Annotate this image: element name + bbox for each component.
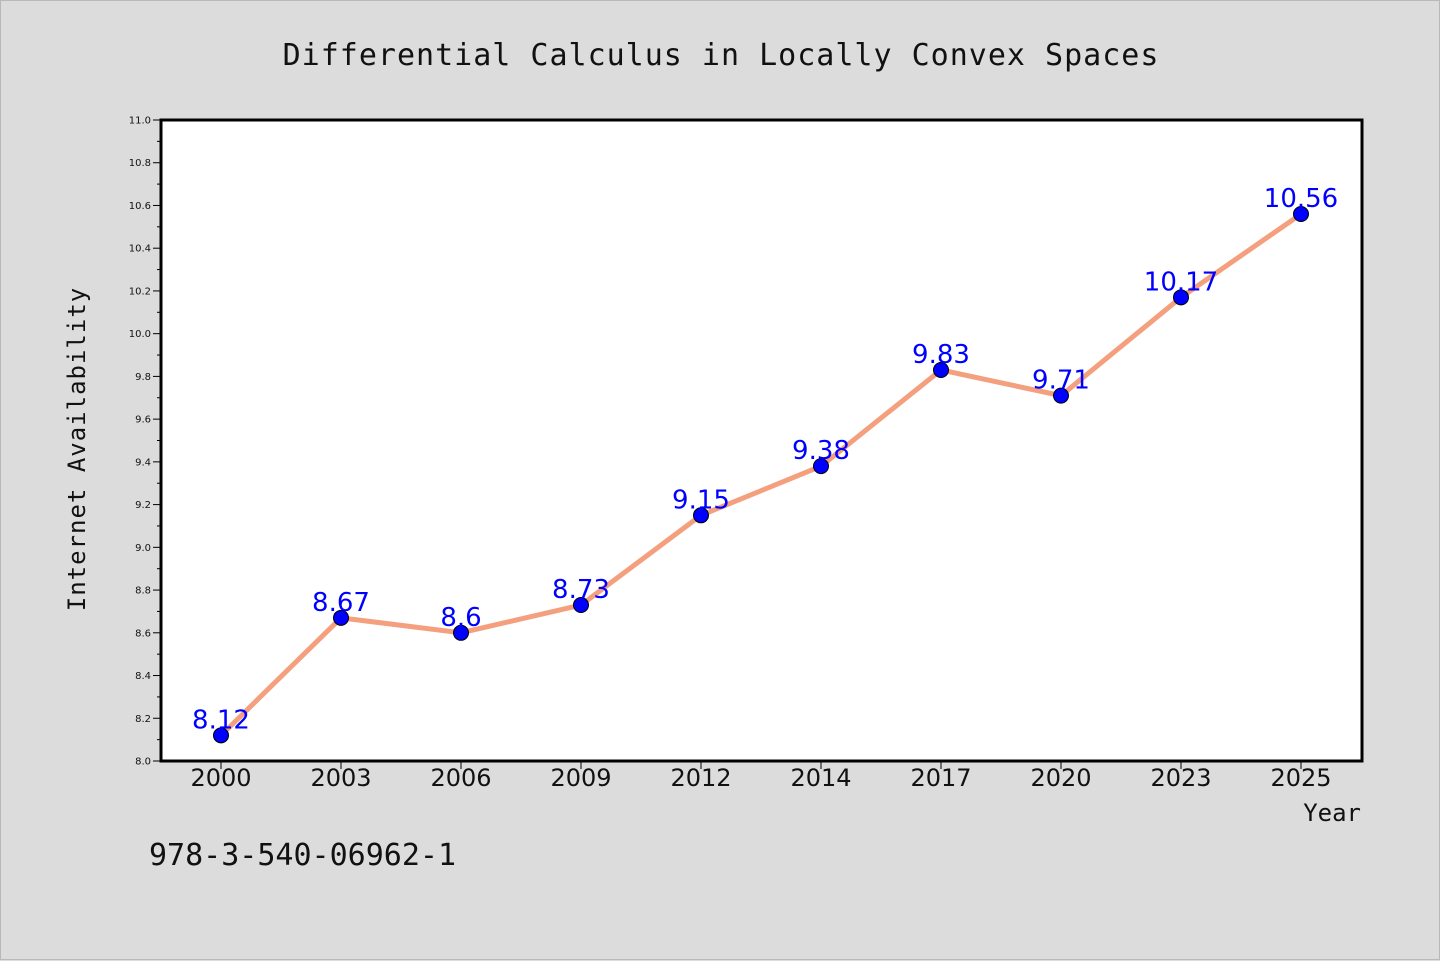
- y-tick-label: 8.0: [135, 757, 151, 768]
- series-line: [218, 211, 1304, 738]
- x-tick-label: 2014: [790, 764, 851, 792]
- y-tick-label: 10.2: [129, 286, 151, 297]
- data-label: 8.12: [192, 705, 250, 735]
- data-point: [693, 507, 709, 524]
- data-point: [333, 609, 349, 626]
- data-point: [813, 458, 829, 475]
- y-tick-label: 9.2: [135, 500, 151, 511]
- data-label: 10.56: [1264, 184, 1338, 214]
- y-tick-label: 9.8: [135, 372, 151, 383]
- data-label: 9.38: [792, 436, 850, 466]
- y-tick-label: 8.8: [135, 586, 151, 597]
- data-label: 8.67: [312, 588, 370, 618]
- data-point: [213, 727, 229, 744]
- x-tick-label: 2017: [910, 764, 971, 792]
- plot-frame: [159, 118, 1364, 763]
- data-label: 8.6: [440, 603, 481, 633]
- x-tick-label: 2006: [430, 764, 491, 792]
- data-label: 9.83: [912, 340, 970, 370]
- x-tick-label: 2025: [1270, 764, 1331, 792]
- x-tick-label: 2020: [1030, 764, 1091, 792]
- y-tick-label: 10.0: [129, 329, 151, 340]
- data-label: 8.73: [552, 575, 610, 605]
- y-tick-label: 8.6: [135, 628, 151, 639]
- y-tick-label: 10.8: [129, 158, 151, 169]
- series-line-group: [218, 211, 1304, 738]
- y-tick-label: 9.4: [135, 457, 151, 468]
- y-tick-label: 9.0: [135, 543, 151, 554]
- x-tick-label: 2003: [310, 764, 371, 792]
- plot-area: [161, 120, 1362, 761]
- data-point: [933, 361, 949, 378]
- isbn-annotation: 978-3-540-06962-1: [149, 838, 456, 873]
- x-tick-label: 2009: [550, 764, 611, 792]
- y-tick-label: 8.4: [135, 671, 151, 682]
- y-tick-label: 8.2: [135, 714, 151, 725]
- data-point: [1053, 387, 1069, 404]
- data-point: [453, 624, 469, 641]
- y-axis-label: Internet Availability: [63, 287, 91, 611]
- markers-group: [213, 206, 1309, 744]
- y-tick-label: 10.4: [129, 244, 151, 255]
- data-labels-group: 8.12 8.67 8.6 8.73 9.15 9.38 9.83 9.71 10.17 10.5…: [192, 184, 1338, 735]
- x-axis: 2000 2003 2006 2009 2012 2014 2017 2020 2023 2025: [190, 761, 1332, 792]
- y-tick-label: 9.6: [135, 415, 151, 426]
- data-point: [573, 597, 589, 614]
- data-point: [1293, 206, 1309, 223]
- data-label: 10.17: [1144, 267, 1218, 297]
- x-tick-label: 2023: [1150, 764, 1211, 792]
- data-label: 9.15: [672, 485, 730, 515]
- x-tick-label: 2000: [190, 764, 251, 792]
- x-tick-label: 2012: [670, 764, 731, 792]
- x-axis-label: Year: [1303, 799, 1361, 827]
- y-tick-label: 11.0: [129, 116, 151, 127]
- data-label: 9.71: [1032, 366, 1090, 396]
- y-tick-label: 10.6: [129, 201, 151, 212]
- data-point: [1173, 289, 1189, 306]
- chart-title: Differential Calculus in Locally Convex …: [283, 38, 1160, 73]
- y-axis: 8.0 8.2 8.4 8.6 8.8 9.0 9.2 9.4 9.6 9.8 10.0 10.2 10…: [129, 116, 161, 768]
